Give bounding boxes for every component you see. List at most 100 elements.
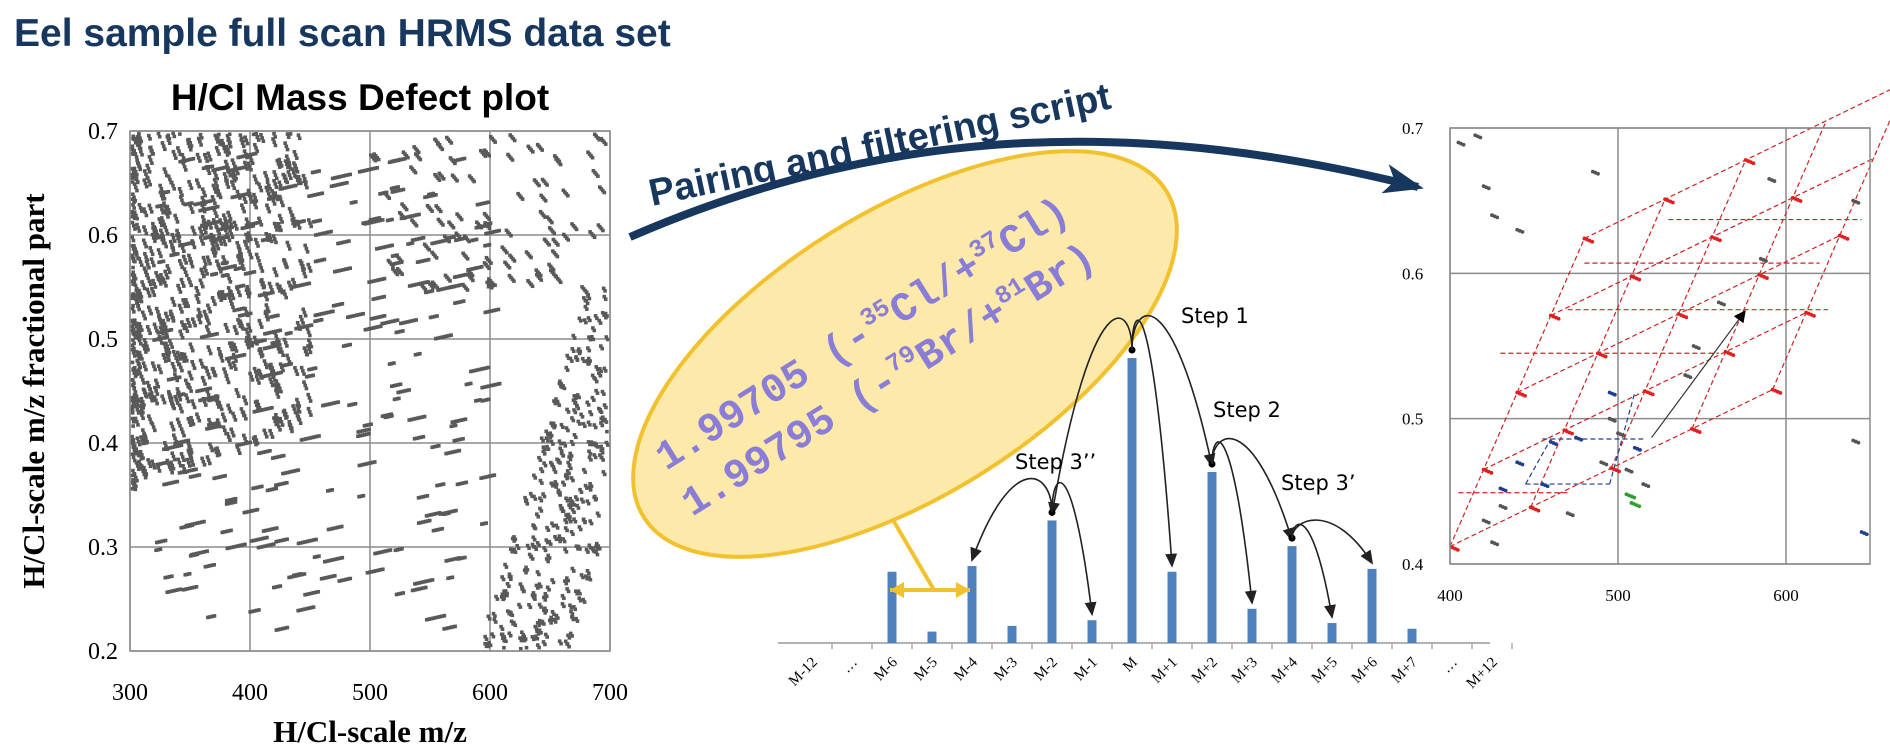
left-data-point [243,239,247,244]
left-data-point [178,357,182,361]
left-data-point [192,366,197,370]
left-data-point [299,181,303,185]
left-data-point [157,217,162,221]
left-data-point [285,147,290,152]
left-data-point [154,270,158,275]
left-data-point [313,219,318,224]
left-data-point [280,423,285,427]
left-data-point [450,450,455,454]
left-data-point [168,481,173,485]
left-data-point [419,236,424,241]
left-data-point [412,588,417,592]
left-data-point [137,164,141,168]
left-data-point [431,528,436,533]
left-data-point [220,227,225,231]
left-data-point [382,314,387,318]
left-data-point [177,259,182,263]
left-data-point [244,288,249,293]
left-data-point [268,194,272,199]
left-data-point [258,371,262,376]
left-data-point [130,452,135,456]
left-data-point [269,432,274,436]
left-data-point [255,399,259,404]
left-data-point [165,211,169,216]
left-data-point [197,317,202,322]
left-data-point [151,290,155,294]
left-data-point [264,346,269,350]
left-data-point [237,290,241,295]
left-data-point [557,403,561,408]
left-data-point [273,237,277,241]
left-data-point [144,350,148,354]
left-data-point [149,420,154,425]
left-data-point [490,473,494,478]
left-data-point [155,232,160,237]
left-data-point [140,438,145,443]
left-data-point [188,373,193,378]
left-data-point [228,219,232,223]
left-data-point [134,349,139,354]
left-data-point [131,192,135,197]
left-data-point [543,642,547,647]
left-data-point [602,403,607,407]
left-data-point [370,569,374,574]
left-data-point [162,341,167,346]
left-data-point [219,294,224,298]
left-data-point [142,169,147,173]
left-data-point [142,465,146,470]
left-data-point [167,328,171,333]
left-data-point [423,280,427,285]
right-data-point [1772,179,1777,183]
left-data-point [386,258,391,263]
left-data-point [246,509,251,514]
left-data-point [152,322,157,327]
isotope-bar [927,631,937,643]
left-data-point [349,201,354,205]
left-data-point [187,253,191,258]
left-data-point [432,241,437,245]
left-data-point [428,315,433,320]
left-data-point [364,462,368,466]
left-data-point [454,438,459,443]
left-data-point [172,303,177,307]
left-data-point [412,318,416,323]
left-data-point [262,292,266,297]
left-data-point [258,185,262,190]
left-data-point [454,284,459,288]
left-data-point [603,369,608,373]
left-data-point [132,341,136,346]
left-data-point [232,308,237,313]
left-data-point [170,424,175,429]
left-data-point [550,423,555,427]
left-data-point [226,380,231,385]
left-data-point [542,494,547,499]
left-data-point [536,514,541,519]
left-data-point [190,348,195,353]
left-data-point [230,235,235,240]
left-data-point [160,141,165,145]
left-data-point [378,324,383,329]
left-data-point [342,240,347,244]
left-data-point [211,422,216,426]
left-data-point [188,258,192,263]
left-data-point [551,442,555,446]
left-data-point [250,200,254,204]
left-data-point [488,643,493,648]
right-y-tick-label: 0.5 [1402,410,1423,429]
left-data-point [167,136,172,141]
left-data-point [369,279,374,284]
left-data-point [312,555,317,559]
left-data-point [206,165,210,170]
left-data-point [145,163,150,168]
left-data-point [233,165,238,169]
left-data-point [447,236,452,240]
left-data-point [423,290,428,295]
left-data-point [291,221,295,226]
left-data-point [268,448,272,453]
left-data-point [278,194,282,199]
left-data-point [221,143,225,147]
left-data-point [414,318,418,322]
left-data-point [483,243,487,248]
left-data-point [220,224,225,229]
left-data-point [206,151,211,156]
